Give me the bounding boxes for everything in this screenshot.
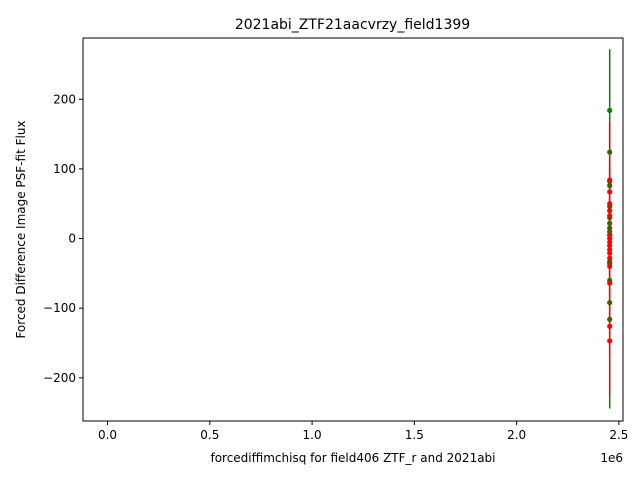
x-tick-label: 0.0 xyxy=(98,428,117,442)
data-point xyxy=(607,177,613,183)
x-axis-label: forcediffimchisq for field406 ZTF_r and … xyxy=(210,451,495,465)
data-point xyxy=(607,212,613,219)
y-tick-label: −200 xyxy=(43,371,76,385)
x-tick-label: 1.0 xyxy=(303,428,322,442)
y-tick-label: 0 xyxy=(68,232,76,246)
chart-title: 2021abi_ZTF21aacvrzy_field1399 xyxy=(235,17,470,33)
x-tick-label: 2.0 xyxy=(507,428,526,442)
data-point xyxy=(607,338,613,344)
data-point xyxy=(607,255,613,261)
plot-marks xyxy=(607,49,613,409)
y-axis: −200 −100 0 100 200 xyxy=(43,92,83,385)
data-point xyxy=(607,280,613,286)
data-point xyxy=(607,263,613,270)
x-tick-label: 1.5 xyxy=(405,428,424,442)
data-point xyxy=(607,201,613,207)
data-point xyxy=(607,208,613,214)
x-offset-label: 1e6 xyxy=(600,451,623,465)
x-tick-label: 0.5 xyxy=(200,428,219,442)
series-2 xyxy=(607,121,613,397)
data-point xyxy=(607,323,613,329)
data-point xyxy=(607,107,613,114)
data-point xyxy=(607,189,613,195)
y-tick-label: 100 xyxy=(53,162,76,176)
y-tick-label: 200 xyxy=(53,92,76,106)
data-point xyxy=(607,250,613,256)
x-tick-label: 2.5 xyxy=(609,428,628,442)
y-axis-label: Forced Difference Image PSF-fit Flux xyxy=(14,120,28,338)
y-tick-label: −100 xyxy=(43,301,76,315)
x-axis: 0.0 0.5 1.0 1.5 2.0 2.5 xyxy=(98,421,628,442)
plot-area-frame xyxy=(82,37,624,422)
data-point xyxy=(607,242,613,249)
